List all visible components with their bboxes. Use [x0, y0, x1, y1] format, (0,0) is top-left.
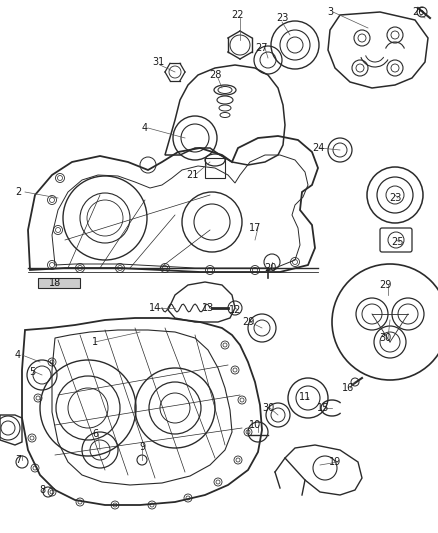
Text: 10: 10: [249, 420, 261, 430]
Text: 17: 17: [249, 223, 261, 233]
Text: 4: 4: [15, 350, 21, 360]
Text: 6: 6: [92, 429, 98, 439]
Text: 1: 1: [92, 337, 98, 347]
Bar: [38, 278, 80, 288]
Text: 5: 5: [29, 367, 35, 377]
Text: 18: 18: [49, 278, 61, 288]
Text: 4: 4: [142, 123, 148, 133]
Text: 20: 20: [264, 263, 276, 273]
Text: 12: 12: [229, 305, 241, 315]
Text: 15: 15: [317, 403, 329, 413]
Text: 29: 29: [242, 317, 254, 327]
Bar: [205, 158, 225, 178]
Text: 23: 23: [389, 193, 401, 203]
Text: 25: 25: [392, 237, 404, 247]
Text: 3: 3: [327, 7, 333, 17]
Text: 19: 19: [329, 457, 341, 467]
Text: 24: 24: [312, 143, 324, 153]
Text: 31: 31: [152, 57, 164, 67]
Text: 2: 2: [15, 187, 21, 197]
Text: 29: 29: [379, 280, 391, 290]
Text: 14: 14: [149, 303, 161, 313]
Text: 30: 30: [262, 403, 274, 413]
Text: 21: 21: [186, 170, 198, 180]
Text: 27: 27: [256, 43, 268, 53]
Text: 8: 8: [39, 485, 45, 495]
Text: 28: 28: [209, 70, 221, 80]
Text: 26: 26: [412, 7, 424, 17]
Text: 16: 16: [342, 383, 354, 393]
Text: 7: 7: [15, 455, 21, 465]
Text: 9: 9: [139, 442, 145, 452]
Text: 13: 13: [202, 303, 214, 313]
Text: 23: 23: [276, 13, 288, 23]
Text: 22: 22: [232, 10, 244, 20]
Text: 30: 30: [379, 333, 391, 343]
Text: 11: 11: [299, 392, 311, 402]
